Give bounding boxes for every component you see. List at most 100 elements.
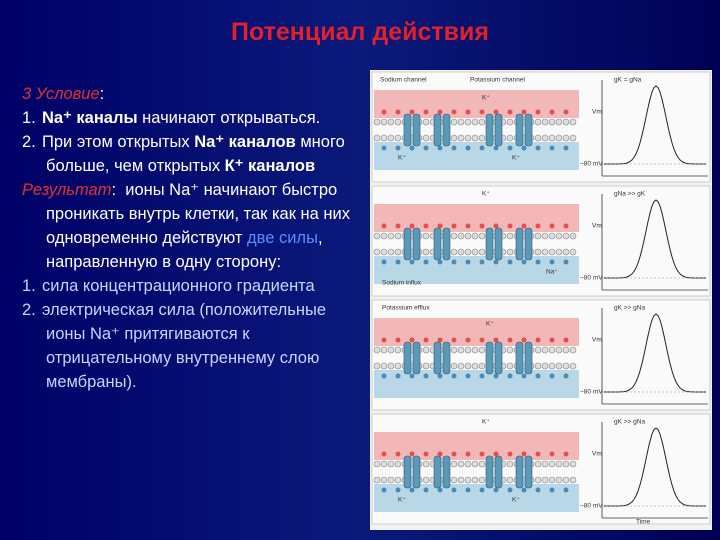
list-item: 2. При этом открытых Na⁺ каналов много бо…: [22, 130, 367, 178]
text: К⁺ каналов: [224, 157, 316, 175]
lipid-head: [548, 476, 556, 484]
charge: [381, 373, 387, 379]
charge: [493, 451, 499, 457]
lipid-head: [541, 346, 549, 354]
potential-curve: [604, 427, 706, 507]
lipid-head: [464, 346, 472, 354]
lipid-head: [422, 362, 430, 370]
lipid-head: [457, 476, 465, 484]
charge: [437, 109, 443, 115]
lipid-head: [471, 476, 479, 484]
lipid-head: [394, 460, 402, 468]
lipid-head: [569, 232, 577, 240]
charge: [507, 145, 513, 151]
extracellular: [374, 432, 579, 460]
lipid-head: [555, 232, 563, 240]
charge: [465, 223, 471, 229]
lipid-head: [555, 346, 563, 354]
slide-text: 3 Условие: 1. Na⁺ каналы начинают открыва…: [22, 82, 367, 394]
lipid-head: [380, 248, 388, 256]
lipid-head: [387, 362, 395, 370]
potential-curve: [604, 85, 706, 165]
lipid-head: [534, 346, 542, 354]
charge: [479, 487, 485, 493]
charge: [437, 223, 443, 229]
lipid-head: [387, 346, 395, 354]
channel: [412, 113, 421, 147]
charge: [437, 337, 443, 343]
charge: [381, 109, 387, 115]
channel: [412, 455, 421, 489]
charge: [563, 337, 569, 343]
potential-curve: [604, 313, 706, 393]
charge: [465, 145, 471, 151]
charge: [395, 487, 401, 493]
lipid-head: [478, 476, 486, 484]
lipid-head: [394, 118, 402, 126]
lipid-head: [380, 232, 388, 240]
charge: [437, 145, 443, 151]
channel: [494, 227, 503, 261]
lipid-head: [534, 134, 542, 142]
charge: [423, 223, 429, 229]
conductance-label: gK = gNa: [614, 77, 642, 84]
membrane-label: K⁺: [512, 155, 520, 162]
charge: [563, 109, 569, 115]
charge: [451, 145, 457, 151]
charge: [451, 109, 457, 115]
list-item: 1. сила концентрационного градиента: [22, 274, 367, 298]
lipid-head: [506, 476, 514, 484]
charge: [479, 223, 485, 229]
lipid-head: [506, 460, 514, 468]
charge: [563, 145, 569, 151]
lipid-head: [534, 232, 542, 240]
channel: [524, 227, 533, 261]
charge: [451, 487, 457, 493]
lipid-head: [534, 248, 542, 256]
lipid-head: [478, 460, 486, 468]
charge: [395, 145, 401, 151]
conductance-label: gK >> gNa: [614, 419, 645, 426]
membrane-label: K⁺: [398, 497, 406, 504]
channel: [433, 341, 442, 375]
lipid-head: [380, 346, 388, 354]
lipid-head: [548, 134, 556, 142]
charge: [409, 451, 415, 457]
charge: [395, 337, 401, 343]
lipid-head: [541, 118, 549, 126]
membrane-label: Potassium efflux: [382, 305, 430, 312]
charge: [549, 223, 555, 229]
channel: [485, 227, 494, 261]
lipid-head: [478, 362, 486, 370]
charge: [521, 451, 527, 457]
lipid-head: [387, 248, 395, 256]
charge: [535, 145, 541, 151]
charge: [563, 451, 569, 457]
lipid-head: [373, 460, 381, 468]
text: электрическая сила (положительные ионы N…: [42, 301, 327, 391]
charge: [493, 145, 499, 151]
membrane-label: Na⁺: [546, 269, 558, 276]
channel: [515, 227, 524, 261]
lipid-head: [506, 232, 514, 240]
intracellular: [374, 142, 579, 170]
lipid-head: [422, 118, 430, 126]
lipid-head: [457, 346, 465, 354]
axis-label: Vm: [592, 337, 602, 344]
channel: [412, 227, 421, 261]
lipid-head: [562, 248, 570, 256]
lipid-head: [569, 134, 577, 142]
charge: [549, 451, 555, 457]
axis-label: Vm: [592, 109, 602, 116]
membrane-label: Sodium influx: [382, 280, 422, 287]
charge: [381, 259, 387, 265]
charge: [549, 337, 555, 343]
lipid-head: [394, 362, 402, 370]
lipid-head: [450, 232, 458, 240]
lipid-head: [478, 232, 486, 240]
axis-label: −80 mV: [580, 161, 603, 168]
lipid-head: [457, 232, 465, 240]
charge: [465, 109, 471, 115]
lipid-head: [464, 476, 472, 484]
lipid-head: [548, 118, 556, 126]
